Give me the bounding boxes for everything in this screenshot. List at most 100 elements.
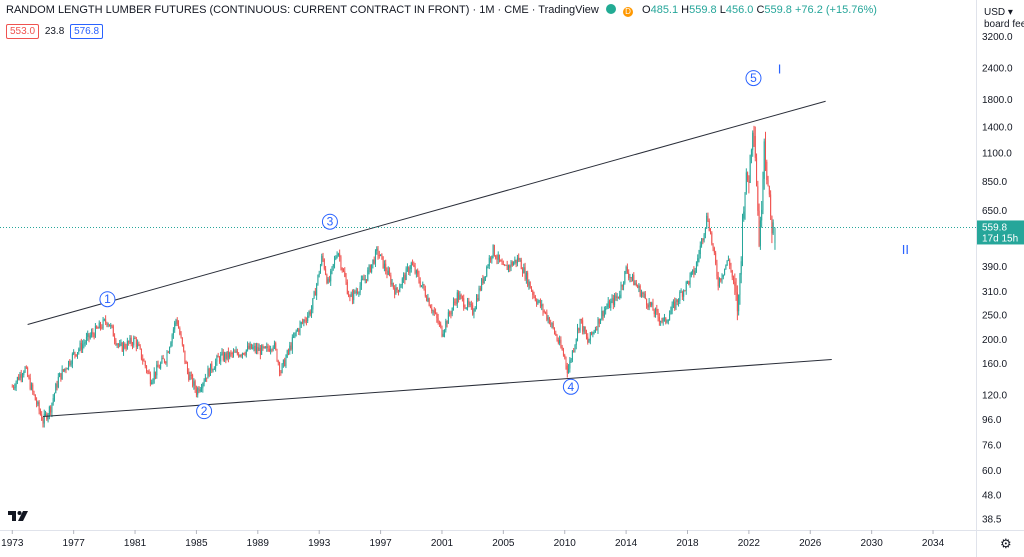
candle-body bbox=[120, 342, 122, 345]
candle-body bbox=[683, 290, 685, 297]
candle-body bbox=[433, 310, 435, 313]
candle-body bbox=[184, 350, 186, 363]
candle-body bbox=[661, 321, 663, 322]
candle-body bbox=[735, 285, 737, 293]
candle-body bbox=[660, 321, 662, 322]
candle-body bbox=[768, 185, 770, 195]
delayed-data-badge[interactable]: D bbox=[622, 7, 633, 17]
candle-body bbox=[585, 333, 587, 337]
candle-body bbox=[680, 292, 682, 293]
candle-body bbox=[362, 278, 364, 280]
candle-body bbox=[371, 264, 373, 272]
candles bbox=[11, 125, 776, 428]
candle-body bbox=[226, 351, 228, 359]
y-tick-label: 76.0 bbox=[982, 440, 1002, 451]
candle-body bbox=[741, 218, 743, 262]
tradingview-logo-icon[interactable] bbox=[6, 506, 30, 526]
candle-body bbox=[296, 329, 298, 332]
candle-body bbox=[193, 381, 195, 386]
candle-body bbox=[239, 355, 241, 357]
currency-selector[interactable]: USD ▾ bbox=[984, 7, 1013, 18]
wave-label-circle bbox=[562, 378, 579, 395]
candle-body bbox=[311, 309, 313, 315]
candle-body bbox=[666, 321, 668, 323]
candle-body bbox=[124, 343, 126, 348]
candle-body bbox=[53, 393, 55, 399]
candle-body bbox=[738, 294, 740, 312]
candle-body bbox=[750, 150, 752, 156]
candle-body bbox=[454, 301, 456, 303]
market-status-icon[interactable] bbox=[605, 4, 616, 14]
candle-body bbox=[545, 311, 547, 313]
candle-body bbox=[342, 270, 344, 272]
y-tick-label: 310.0 bbox=[982, 287, 1007, 298]
candle-body bbox=[569, 360, 571, 369]
y-tick-label: 60.0 bbox=[982, 466, 1002, 477]
candle-body bbox=[372, 259, 374, 265]
candle-body bbox=[555, 333, 557, 336]
x-tick-label: 2034 bbox=[922, 538, 945, 549]
candle-body bbox=[126, 340, 128, 349]
candle-body bbox=[204, 377, 206, 382]
indicator-value-1[interactable]: 553.0 bbox=[6, 24, 40, 39]
candle-body bbox=[179, 328, 181, 335]
candle-body bbox=[102, 319, 104, 329]
candle-body bbox=[41, 414, 43, 421]
symbol-title[interactable]: RANDOM LENGTH LUMBER FUTURES (CONTINUOUS… bbox=[6, 4, 599, 16]
indicator-value-3[interactable]: 576.8 bbox=[70, 24, 104, 39]
candle-body bbox=[369, 265, 371, 272]
candle-body bbox=[662, 318, 664, 322]
candle-body bbox=[305, 320, 307, 322]
candle-body bbox=[119, 344, 121, 346]
candle-body bbox=[59, 373, 61, 378]
candle-body bbox=[626, 267, 628, 273]
candle-body bbox=[11, 386, 13, 388]
candle-body bbox=[215, 361, 217, 369]
candle-body bbox=[106, 322, 108, 325]
candle-body bbox=[360, 279, 362, 286]
candle-body bbox=[137, 343, 139, 347]
candle-body bbox=[277, 360, 279, 363]
candle-body bbox=[656, 308, 658, 312]
candle-body bbox=[115, 340, 117, 345]
candle-body bbox=[359, 285, 361, 293]
candle-body bbox=[653, 310, 655, 315]
candle-body bbox=[358, 292, 360, 294]
candle-body bbox=[79, 342, 81, 350]
candle-body bbox=[199, 389, 201, 392]
gear-icon[interactable]: ⚙ bbox=[1000, 536, 1012, 551]
candle-body bbox=[68, 361, 70, 369]
candle-body bbox=[431, 307, 433, 312]
candle-body bbox=[771, 215, 773, 234]
candle-body bbox=[711, 232, 713, 244]
candle-body bbox=[146, 366, 148, 372]
candle-body bbox=[533, 294, 535, 297]
candle-body bbox=[230, 352, 232, 354]
candle-body bbox=[366, 279, 368, 281]
candle-body bbox=[151, 382, 153, 385]
candle-body bbox=[678, 301, 680, 302]
candle-body bbox=[418, 274, 420, 282]
candle-body bbox=[178, 324, 180, 329]
candle-body bbox=[400, 284, 402, 288]
candle-body bbox=[330, 270, 332, 282]
candle-body bbox=[634, 283, 636, 286]
candle-body bbox=[276, 349, 278, 361]
candle-body bbox=[158, 367, 160, 369]
candle-body bbox=[52, 398, 54, 403]
candle-body bbox=[686, 281, 688, 282]
candle-body bbox=[620, 285, 622, 295]
candle-body bbox=[186, 363, 188, 372]
candle-body bbox=[566, 365, 568, 374]
candle-body bbox=[192, 375, 194, 386]
candle-body bbox=[616, 296, 618, 298]
candle-body bbox=[747, 172, 749, 181]
candle-body bbox=[516, 257, 518, 264]
candle-body bbox=[253, 345, 255, 348]
candle-body bbox=[389, 270, 391, 276]
candle-body bbox=[766, 161, 768, 181]
candle-body bbox=[130, 337, 132, 344]
candle-body bbox=[579, 318, 581, 331]
candle-body bbox=[39, 410, 41, 415]
